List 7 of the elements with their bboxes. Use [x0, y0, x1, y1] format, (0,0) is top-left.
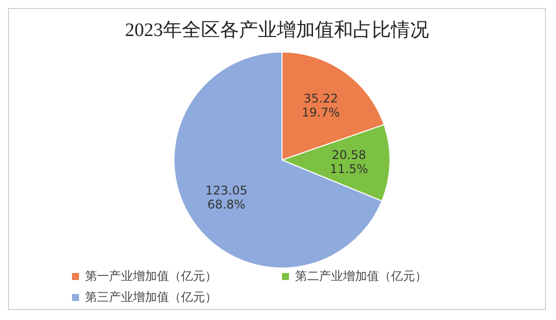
chart-title: 2023年全区各产业增加值和占比情况 [124, 19, 430, 43]
data-label: 20.58 11.5% [330, 148, 368, 176]
legend-label: 第二产业增加值（亿元） [295, 268, 427, 285]
data-label: 35.22 19.7% [302, 91, 340, 120]
data-label: 123.05 68.8% [205, 183, 248, 212]
legend-label: 第一产业增加值（亿元） [85, 268, 217, 285]
legend-label: 第三产业增加值（亿元） [85, 289, 217, 306]
